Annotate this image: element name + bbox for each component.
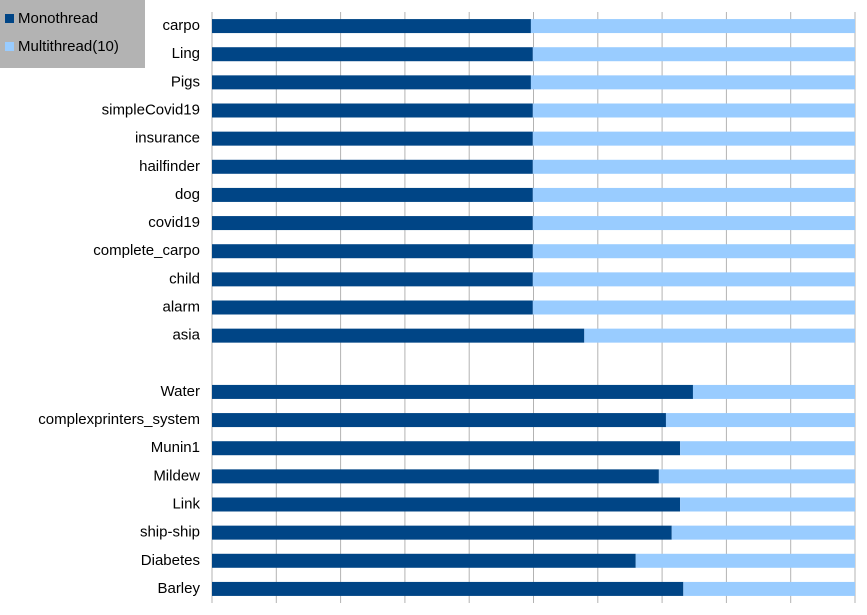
bar-segment [532, 47, 855, 62]
y-tick-label: dog [175, 186, 200, 203]
bar-segment [532, 272, 855, 287]
bar-segment [212, 581, 684, 596]
bar-segment [532, 103, 855, 118]
bar-segment [212, 216, 533, 231]
y-tick-label: Munin1 [151, 439, 200, 456]
legend-swatch [5, 14, 14, 23]
bar-segment [671, 525, 855, 540]
y-tick-label: complexprinters_system [38, 411, 200, 428]
bar-segment [212, 75, 531, 90]
bar-segment [635, 553, 855, 568]
bar-segment [680, 441, 855, 456]
y-tick-label: covid19 [148, 214, 200, 231]
y-tick-label: asia [172, 327, 200, 344]
bar-segment [532, 300, 855, 315]
bar-segment [212, 525, 672, 540]
bar-segment [212, 300, 533, 315]
y-tick-label: hailfinder [139, 158, 200, 175]
bar-segment [212, 328, 585, 343]
bar-segment [212, 413, 666, 428]
y-tick-label: Link [172, 495, 200, 512]
bar-segment [530, 75, 855, 90]
bar-segment [584, 328, 855, 343]
y-tick-label: Pigs [171, 73, 200, 90]
bar-segment [212, 244, 533, 259]
bar-segment [532, 216, 855, 231]
legend: Monothread Multithread(10) [0, 0, 145, 68]
y-tick-label: Barley [157, 580, 200, 597]
y-tick-label: Water [161, 383, 200, 400]
bar-segment [212, 272, 533, 287]
y-tick-label: alarm [162, 298, 200, 315]
legend-box [0, 0, 145, 68]
bar-segment [212, 469, 659, 484]
bar-segment [212, 131, 533, 146]
legend-label: Monothread [18, 10, 98, 27]
bar-segment [532, 159, 855, 174]
y-tick-label: Ling [172, 45, 200, 62]
bar-segment [692, 384, 855, 399]
bar-segment [212, 19, 531, 34]
y-tick-label: Mildew [153, 467, 200, 484]
bar-segment [532, 187, 855, 202]
bar-segment [658, 469, 855, 484]
bar-segment [212, 553, 636, 568]
bar-segment [530, 19, 855, 34]
y-tick-label: insurance [135, 130, 200, 147]
bar-segment [212, 159, 533, 174]
bar-segment [680, 497, 855, 512]
bar-segment [212, 497, 681, 512]
legend-swatch [5, 42, 14, 51]
bar-segment [212, 103, 533, 118]
y-tick-label: Diabetes [141, 552, 200, 569]
y-tick-label: complete_carpo [93, 242, 200, 259]
bar-segment [665, 413, 855, 428]
bar-segment [212, 441, 681, 456]
bar-segment [212, 384, 693, 399]
y-tick-label: simpleCovid19 [102, 101, 200, 118]
bar-segment [212, 187, 533, 202]
y-tick-label: child [169, 270, 200, 287]
y-tick-label: ship-ship [140, 524, 200, 541]
bar-segment [532, 244, 855, 259]
bar-segment [532, 131, 855, 146]
bar-segment [212, 47, 533, 62]
y-tick-label: carpo [162, 17, 200, 34]
legend-label: Multithread(10) [18, 38, 119, 55]
bar-segment [683, 581, 855, 596]
